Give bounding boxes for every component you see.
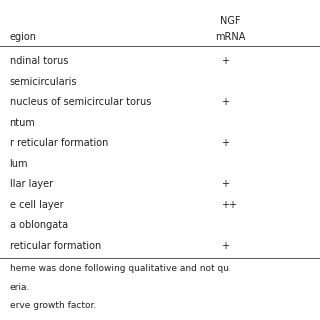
Text: a oblongata: a oblongata [10,220,68,230]
Text: nucleus of semicircular torus: nucleus of semicircular torus [10,97,151,108]
Text: semicircularis: semicircularis [10,77,77,87]
Text: e cell layer: e cell layer [10,200,63,210]
Text: r reticular formation: r reticular formation [10,138,108,148]
Text: reticular formation: reticular formation [10,241,101,251]
Text: ndinal torus: ndinal torus [10,56,68,67]
Text: +: + [221,179,229,189]
Text: +: + [221,97,229,108]
Text: erve growth factor.: erve growth factor. [10,301,96,310]
Text: ++: ++ [221,200,237,210]
Text: mRNA: mRNA [215,32,245,42]
Text: heme was done following qualitative and not qu: heme was done following qualitative and … [10,264,228,273]
Text: eria.: eria. [10,283,30,292]
Text: lum: lum [10,159,28,169]
Text: +: + [221,56,229,67]
Text: llar layer: llar layer [10,179,53,189]
Text: ntum: ntum [10,118,36,128]
Text: +: + [221,241,229,251]
Text: egion: egion [10,32,36,42]
Text: +: + [221,138,229,148]
Text: NGF: NGF [220,16,241,26]
